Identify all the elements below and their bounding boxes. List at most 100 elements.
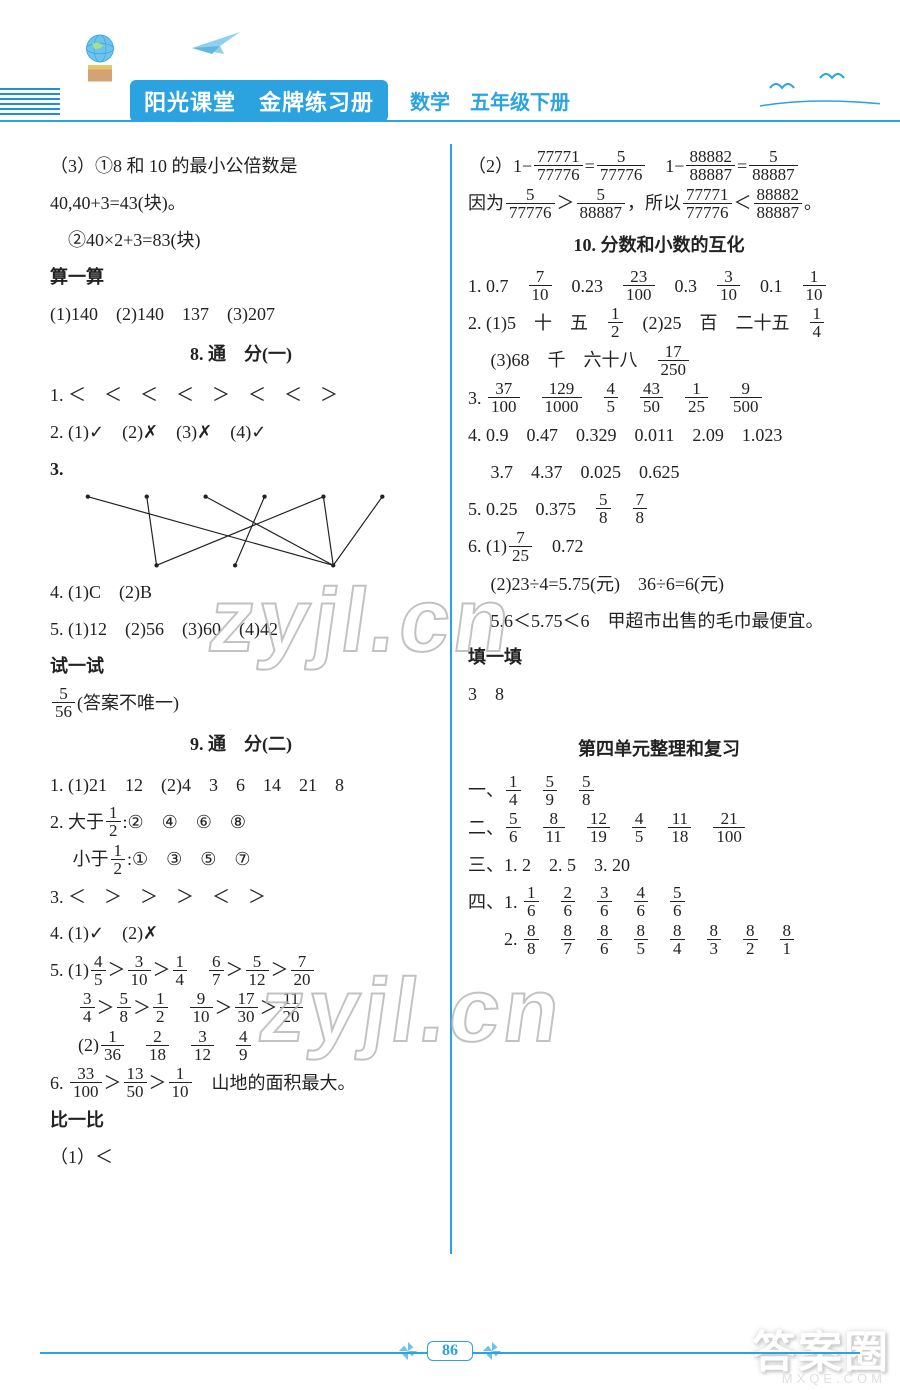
fraction: 12 xyxy=(111,842,126,877)
denom: 2 xyxy=(106,822,121,839)
fraction: 556 xyxy=(52,685,75,720)
numer: 6 xyxy=(209,953,224,971)
fraction: 12 xyxy=(608,305,623,340)
numer: 37 xyxy=(488,380,520,398)
numer: 5 xyxy=(506,810,521,828)
fraction: 312 xyxy=(191,1028,214,1063)
answer-line: 34＞58＞12 910＞1730＞1120 xyxy=(50,990,432,1027)
numer: 1 xyxy=(169,1065,192,1083)
text-line: ②40×2+3=83(块) xyxy=(50,222,432,259)
numer: 23 xyxy=(623,268,655,286)
denom: 2 xyxy=(153,1008,168,1025)
numer: 5 xyxy=(577,186,626,204)
numer: 1 xyxy=(106,804,121,822)
fraction: 37100 xyxy=(488,380,520,415)
numer: 8 xyxy=(707,922,722,940)
text: 山地的面积最大。 xyxy=(194,1073,356,1093)
fraction: 21100 xyxy=(713,810,745,845)
answer-line: 3. ＜ ＞ ＞ ＞ ＜ ＞ xyxy=(50,879,432,916)
fraction: 33100 xyxy=(70,1065,102,1100)
fraction: 577776 xyxy=(597,148,646,183)
denom: 4 xyxy=(80,1008,95,1025)
section-heading: 9. 通 分(二) xyxy=(50,726,432,763)
fraction: 218 xyxy=(146,1028,169,1063)
numer: 1 xyxy=(101,1028,124,1046)
numer: 5 xyxy=(543,773,558,791)
fraction: 1730 xyxy=(235,990,258,1025)
denom: 1000 xyxy=(542,398,582,415)
denom: 18 xyxy=(146,1046,169,1063)
denom: 100 xyxy=(713,828,745,845)
answer-line: 1. (1)21 12 (2)4 3 6 14 21 8 xyxy=(50,767,432,804)
answer-line: 4. (1)✓ (2)✗ xyxy=(50,915,432,952)
fraction: 56 xyxy=(670,884,685,919)
fraction: 720 xyxy=(291,953,314,988)
header-rule xyxy=(0,120,900,122)
answer-line: 3 8 xyxy=(468,676,850,713)
numer: 8 xyxy=(743,922,758,940)
fraction: 110 xyxy=(803,268,826,303)
fraction: 56 xyxy=(506,810,521,845)
fraction: 45 xyxy=(632,810,647,845)
denom: 8 xyxy=(117,1008,132,1025)
workbook-title: 阳光课堂 金牌练习册 xyxy=(130,80,388,122)
answer-line: （2）1−7777177776=577776 1−8888288887=5888… xyxy=(468,148,850,185)
answer-line: 因为577776＞588887，所以7777177776＜8888288887。 xyxy=(468,185,850,222)
text-line: (1)140 (2)140 137 (3)207 xyxy=(50,296,432,333)
fraction: 26 xyxy=(561,884,576,919)
answer-line: 6. 33100＞1350＞110 山地的面积最大。 xyxy=(50,1065,432,1102)
denom: 100 xyxy=(70,1083,102,1100)
numer: 17 xyxy=(235,990,258,1008)
fraction: 83 xyxy=(707,922,722,957)
denom: 8 xyxy=(579,791,594,808)
answer-line: 1. 0.7 710 0.23 23100 0.3 310 0.1 110 xyxy=(468,268,850,305)
denom: 6 xyxy=(561,902,576,919)
denom: 100 xyxy=(623,286,655,303)
fraction: 58 xyxy=(579,773,594,808)
numer: 5 xyxy=(506,186,555,204)
denom: 2 xyxy=(111,860,126,877)
answer-line: 3.7 4.37 0.025 0.625 xyxy=(468,454,850,491)
fraction: 588887 xyxy=(577,186,626,221)
fraction: 86 xyxy=(597,922,612,957)
denom: 9 xyxy=(543,791,558,808)
answer-line: 5.6＜5.75＜6 甲超市出售的毛巾最便宜。 xyxy=(468,603,850,640)
denom: 3 xyxy=(707,940,722,957)
fraction: 46 xyxy=(634,884,649,919)
paper-plane-icon xyxy=(190,28,250,58)
page-number: 86 xyxy=(427,1341,473,1361)
fraction: 82 xyxy=(743,922,758,957)
fraction: 725 xyxy=(509,529,532,564)
numer: 1 xyxy=(173,953,188,971)
numer: 5 xyxy=(579,773,594,791)
workbook-subtitle: 数学 五年级下册 xyxy=(410,86,570,115)
numer: 2 xyxy=(561,884,576,902)
fraction: 588887 xyxy=(749,148,798,183)
numer: 1 xyxy=(685,380,708,398)
fraction: 9500 xyxy=(730,380,762,415)
numer: 8 xyxy=(561,922,576,940)
denom: 77776 xyxy=(506,204,555,221)
section-heading: 填一填 xyxy=(468,639,850,676)
answer-line: 3. 37100 1291000 45 4350 125 9500 xyxy=(468,380,850,417)
answer-line: 2. 大于12:② ④ ⑥ ⑧ xyxy=(50,804,432,841)
numer: 2 xyxy=(146,1028,169,1046)
answer-line: 5. (1)45＞310＞14 67＞512＞720 xyxy=(50,952,432,989)
answer-line: 1. ＜ ＜ ＜ ＜ ＞ ＜ ＜ ＞ xyxy=(50,377,432,414)
text: 6. xyxy=(50,1073,68,1093)
pinwheel-icon xyxy=(397,1340,419,1362)
denom: 250 xyxy=(658,361,690,378)
answer-line: 2. (1)5 十 五 12 (2)25 百 二十五 14 xyxy=(468,305,850,342)
numer: 9 xyxy=(190,990,213,1008)
numer: 4 xyxy=(91,953,106,971)
matching-diagram xyxy=(80,490,400,572)
denom: 10 xyxy=(169,1083,192,1100)
fraction: 8888288887 xyxy=(686,148,735,183)
fraction: 910 xyxy=(190,990,213,1025)
fraction: 14 xyxy=(173,953,188,988)
fraction: 710 xyxy=(529,268,552,303)
globe-icon xyxy=(70,32,130,92)
denom: 5 xyxy=(634,940,649,957)
fraction: 49 xyxy=(236,1028,251,1063)
text: 2. 大于 xyxy=(50,812,104,832)
